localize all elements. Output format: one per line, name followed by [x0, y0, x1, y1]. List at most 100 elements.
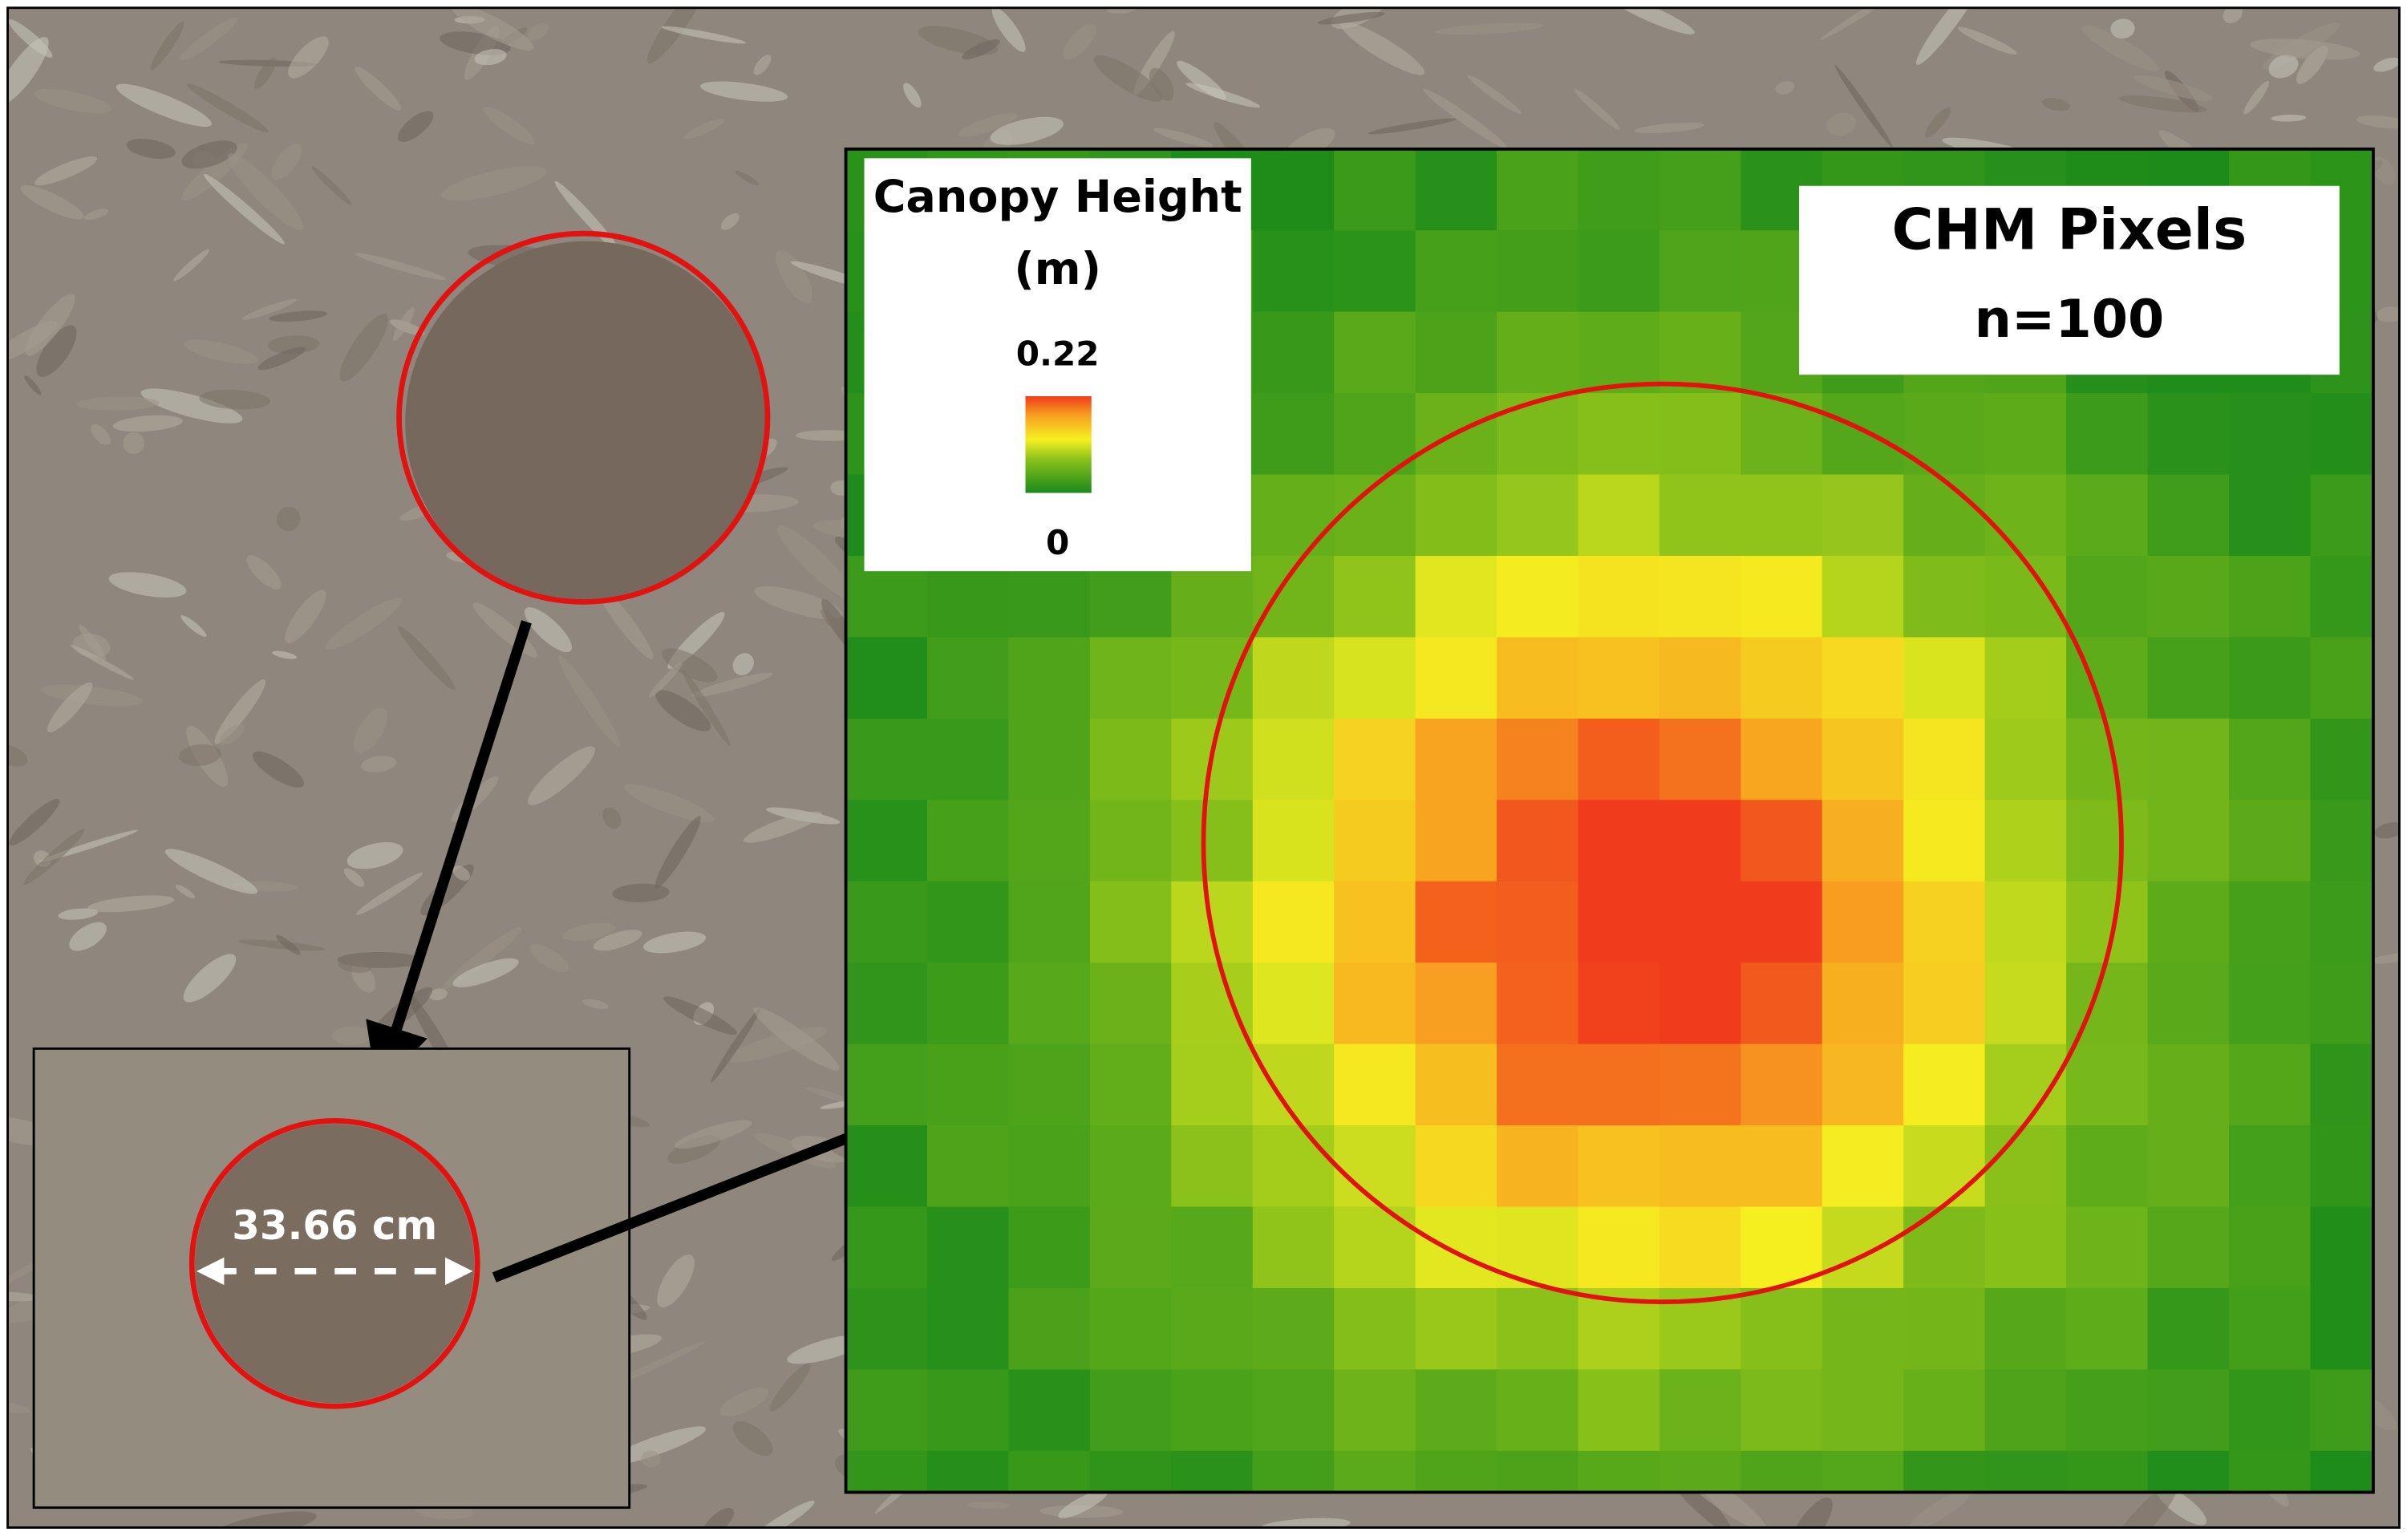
- texture: [332, 1026, 371, 1045]
- texture: [112, 415, 183, 432]
- texture: [175, 885, 196, 899]
- raster-cell: [1252, 230, 1335, 313]
- raster-cell: [1578, 718, 1660, 801]
- raster-cell: [845, 1450, 928, 1493]
- raster-cell: [2066, 1206, 2149, 1289]
- raster-cell: [1415, 800, 1498, 882]
- texture: [186, 83, 269, 133]
- texture: [1908, 1488, 1972, 1528]
- raster-cell: [1008, 1044, 1091, 1127]
- texture: [967, 1502, 1011, 1510]
- raster-cell: [2147, 718, 2230, 801]
- texture: [683, 118, 725, 140]
- raster-cell: [1252, 718, 1335, 801]
- raster-cell: [1334, 1125, 1416, 1208]
- texture: [581, 999, 609, 1010]
- raster-cell: [2228, 800, 2312, 882]
- mound-circle: [396, 230, 771, 605]
- raster-cell: [1903, 718, 1986, 801]
- raster-cell: [1740, 393, 1823, 476]
- texture: [36, 325, 77, 377]
- texture: [777, 525, 855, 601]
- texture: [2082, 25, 2159, 71]
- texture: [643, 931, 707, 954]
- raster-cell: [1415, 148, 1498, 232]
- raster-cell: [2147, 800, 2230, 882]
- raster-cell: [1578, 637, 1660, 719]
- raster-cell: [1008, 718, 1091, 801]
- raster-cell: [1497, 881, 1579, 964]
- raster-cell: [1089, 1287, 1173, 1371]
- raster-cell: [2066, 1369, 2149, 1452]
- texture: [272, 650, 298, 659]
- raster-cell: [1821, 718, 1905, 801]
- raster-cell: [1008, 637, 1091, 719]
- raster-cell: [1740, 556, 1823, 638]
- raster-cell: [1984, 637, 2068, 719]
- raster-cell: [1821, 800, 1905, 882]
- raster-cell: [2228, 962, 2312, 1045]
- texture: [252, 751, 304, 788]
- texture: [663, 996, 738, 1035]
- raster-cell: [1252, 311, 1335, 395]
- texture: [2374, 822, 2400, 839]
- raster-cell: [1089, 1369, 1173, 1452]
- texture: [990, 116, 1064, 145]
- texture: [126, 138, 176, 159]
- raster-cell: [1740, 1206, 1823, 1289]
- texture: [744, 811, 823, 843]
- raster-cell: [1334, 962, 1416, 1045]
- raster-cell: [1252, 962, 1335, 1045]
- texture: [2271, 114, 2307, 122]
- raster-cell: [1578, 1206, 1660, 1289]
- raster-cell: [845, 962, 928, 1045]
- raster-cell: [2310, 474, 2373, 557]
- raster-cell: [1578, 962, 1660, 1045]
- texture: [1153, 128, 1214, 148]
- raster-cell: [1252, 1206, 1335, 1289]
- frame: [6, 6, 2401, 1529]
- raster-cell: [2147, 556, 2230, 638]
- raster-cell: [1984, 1450, 2068, 1493]
- raster-cell: [1415, 474, 1498, 557]
- raster-cell: [1659, 1125, 1742, 1208]
- raster-cell: [1415, 230, 1498, 313]
- raster-cell: [1334, 393, 1416, 476]
- raster-cell: [845, 800, 928, 882]
- texture: [34, 88, 111, 114]
- texture: [311, 166, 352, 205]
- raster-cell: [1497, 1044, 1579, 1127]
- raster-cell: [1578, 230, 1660, 313]
- texture: [682, 670, 731, 746]
- legend-max: 0.22: [1016, 334, 1100, 374]
- raster-cell: [1903, 474, 1986, 557]
- raster-cell: [2310, 1369, 2373, 1452]
- raster-cell: [1984, 393, 2068, 476]
- raster-cell: [1659, 556, 1742, 638]
- texture: [675, 1120, 752, 1149]
- raster-cell: [1984, 800, 2068, 882]
- raster-cell: [2147, 637, 2230, 719]
- texture: [70, 644, 134, 680]
- raster-cell: [1497, 800, 1579, 882]
- raster-cell: [2147, 962, 2230, 1045]
- raster-cell: [1497, 1369, 1579, 1452]
- raster-cell: [1415, 718, 1498, 801]
- raster-cell: [1171, 1125, 1254, 1208]
- texture: [123, 432, 144, 455]
- texture: [745, 1500, 815, 1528]
- texture: [346, 842, 403, 869]
- raster-cell: [1171, 962, 1254, 1045]
- raster-cell: [2310, 718, 2373, 801]
- texture: [47, 682, 93, 732]
- raster-cell: [1903, 1287, 1986, 1371]
- raster-cell: [1171, 1369, 1254, 1452]
- texture: [87, 895, 175, 913]
- raster-cell: [1252, 1287, 1335, 1371]
- raster-cell: [926, 1044, 1010, 1127]
- raster-cell: [1334, 474, 1416, 557]
- raster-cell: [2228, 718, 2312, 801]
- texture: [2119, 95, 2207, 113]
- texture: [452, 865, 470, 881]
- raster-cell: [1252, 393, 1335, 476]
